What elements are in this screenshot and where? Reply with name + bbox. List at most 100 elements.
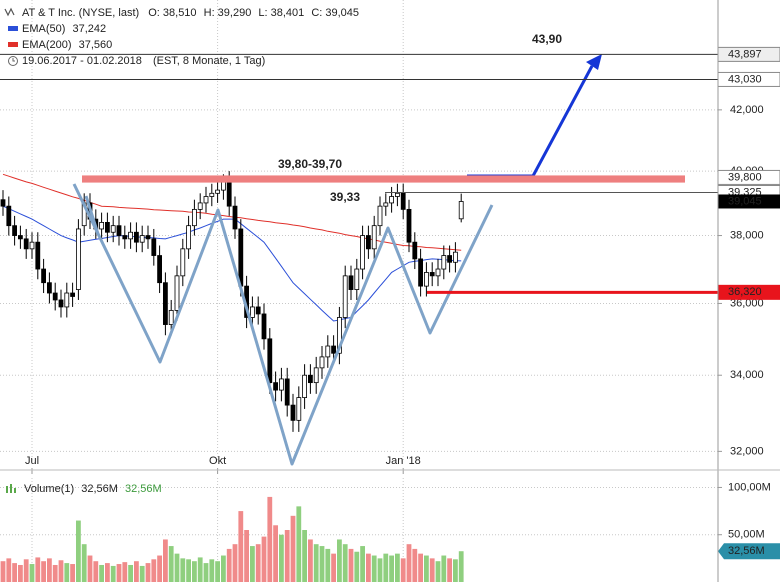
candle-body	[41, 268, 46, 284]
volume-bar	[342, 544, 348, 582]
candle-body	[307, 374, 313, 384]
candle-body	[342, 275, 348, 318]
volume-bar	[331, 553, 336, 582]
volume-bar	[145, 563, 151, 582]
volume-bar	[163, 539, 168, 582]
candle-body	[116, 225, 122, 236]
volume-bar	[81, 544, 87, 582]
volume-bar	[348, 548, 354, 582]
volume-bar	[441, 555, 447, 582]
volume-bar	[267, 496, 273, 582]
volume-bar	[52, 564, 58, 582]
volume-bar	[453, 559, 458, 582]
last-price-tag	[718, 194, 780, 209]
volume-bar	[418, 553, 423, 582]
volume-bar	[255, 544, 261, 582]
x-tick-label: Jul	[25, 455, 39, 467]
volume-bar	[221, 555, 226, 582]
candle-body	[400, 192, 406, 210]
legend-label: EMA(50)	[22, 23, 65, 35]
y-tick-label: 100,00M	[728, 481, 771, 493]
candle-body	[29, 241, 35, 250]
volume-tag-label: 32,56M	[728, 545, 765, 557]
volume-bar	[76, 520, 81, 582]
volume-bar	[139, 565, 145, 582]
candle-body	[429, 272, 435, 277]
clock-icon	[8, 56, 18, 66]
volume-bar	[215, 561, 220, 582]
volume-bar	[308, 539, 313, 582]
y-tick-label: 34,000	[730, 369, 764, 381]
y-tick-label: 50,00M	[728, 529, 765, 541]
candle-body	[383, 202, 389, 207]
legend-swatch	[8, 26, 18, 31]
candle-body	[168, 310, 174, 325]
volume-bar	[105, 563, 110, 582]
candle-body	[58, 299, 64, 308]
candle-body	[238, 228, 244, 287]
volume-bar	[366, 553, 371, 582]
candle-body	[64, 292, 70, 308]
candle-body	[105, 222, 110, 233]
candle-body	[226, 180, 232, 207]
volume-bar	[261, 536, 267, 582]
candle-body	[6, 205, 12, 227]
volume-bar	[23, 559, 29, 582]
candle-body	[365, 235, 371, 250]
annotation: 39,33	[330, 190, 360, 204]
candle-body	[139, 235, 145, 243]
level-tag-label: 43,030	[728, 73, 762, 85]
candle-body	[447, 255, 453, 263]
volume-bar	[99, 564, 104, 582]
volume-icon-bar	[14, 488, 16, 493]
candle-body	[249, 306, 255, 318]
y-tick-label: 32,000	[730, 445, 764, 457]
candle-body	[302, 374, 308, 398]
volume-bar	[87, 555, 93, 582]
legend-swatch	[8, 42, 18, 47]
volume-bar	[406, 544, 412, 582]
volume-bar	[151, 559, 157, 582]
volume-bar	[0, 561, 6, 582]
candle-body	[52, 292, 58, 301]
candle-body	[110, 225, 116, 233]
volume-bar	[47, 558, 52, 582]
legend-value: 37,242	[72, 23, 106, 35]
volume-bar	[128, 564, 133, 582]
candle-body	[452, 251, 458, 263]
quote-close: C: 39,045	[311, 7, 359, 19]
volume-bar	[29, 564, 35, 582]
header: AT & T Inc. (NYSE, last) O: 38,510 H: 39…	[4, 7, 359, 495]
volume-bar	[429, 558, 435, 582]
x-tick-label: Jan '18	[386, 455, 421, 467]
candle-body	[371, 225, 377, 250]
candle-body	[261, 313, 267, 340]
candle-body	[394, 192, 400, 197]
candle-body	[418, 258, 424, 287]
volume-bar	[279, 534, 284, 582]
candle-body	[348, 275, 354, 290]
volume-bar	[110, 565, 116, 582]
candle-body	[278, 378, 284, 391]
candle-body	[186, 225, 192, 250]
volume-bar	[447, 558, 452, 582]
candle-body	[209, 192, 215, 197]
candle-body	[47, 282, 52, 294]
candle-body	[35, 241, 41, 270]
volume-bar	[226, 548, 232, 582]
volume-bar	[6, 558, 12, 582]
candle-body	[360, 235, 366, 270]
candle-body	[191, 208, 197, 227]
candle-body	[441, 255, 447, 270]
grid-layer	[0, 0, 722, 582]
volume-bar	[41, 561, 46, 582]
candle-body	[157, 255, 163, 284]
level-tag-label: 36,320	[728, 286, 762, 298]
volume-bar	[284, 530, 290, 582]
candle-body	[232, 205, 238, 230]
candle-body	[128, 231, 134, 240]
candle-body	[296, 397, 302, 421]
candle-body	[255, 306, 261, 315]
volume-bar	[325, 548, 331, 582]
volume-bar	[400, 558, 406, 582]
